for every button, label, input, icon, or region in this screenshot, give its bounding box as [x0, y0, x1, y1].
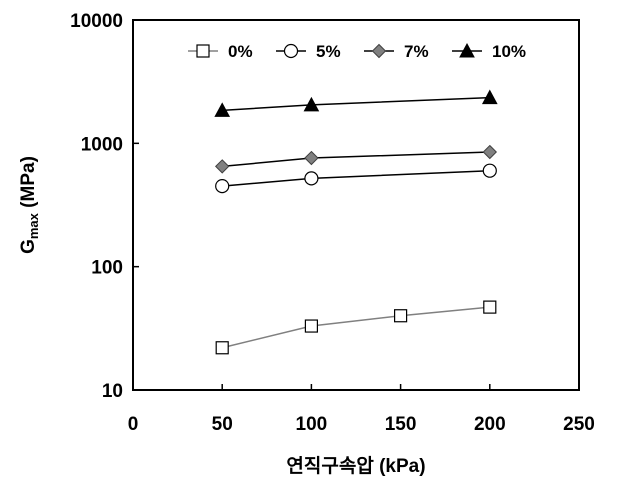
y-axis-title-sub: max	[26, 212, 41, 239]
legend-label: 5%	[316, 42, 341, 61]
x-axis-title: 연직구속압 (kPa)	[286, 455, 425, 477]
data-point	[483, 300, 497, 314]
y-tick-label: 1000	[81, 134, 123, 155]
x-tick-label: 0	[128, 414, 139, 435]
x-tick-label: 250	[563, 414, 595, 435]
x-tick-label: 100	[296, 414, 328, 435]
y-tick-label: 10	[102, 381, 123, 402]
series-line	[222, 151, 490, 168]
data-point	[481, 89, 498, 105]
data-point	[303, 96, 320, 112]
y-tick-label: 10000	[70, 11, 123, 32]
x-tick-label: 150	[385, 414, 417, 435]
data-point	[482, 144, 498, 160]
data-point	[482, 163, 497, 178]
legend-item: 10%	[452, 42, 526, 61]
x-tick-label: 200	[474, 414, 506, 435]
legend-marker	[459, 42, 475, 58]
series-0pct	[215, 300, 497, 355]
legend-label: 7%	[404, 42, 429, 61]
legend-marker	[196, 44, 210, 58]
data-point	[215, 341, 229, 355]
legend-item: 5%	[276, 42, 341, 61]
series-line	[222, 96, 490, 112]
data-point	[214, 102, 231, 117]
y-axis-title: Gmax (MPa)	[18, 156, 41, 254]
data-point	[215, 179, 230, 194]
legend-item: 0%	[188, 42, 253, 61]
series-10pct	[214, 89, 498, 117]
series-7pct	[214, 144, 498, 174]
series-line	[222, 306, 490, 349]
y-tick-label: 100	[91, 258, 123, 279]
legend-label: 10%	[492, 42, 526, 61]
plot-area-frame	[132, 19, 580, 391]
data-point	[214, 159, 230, 174]
data-point	[304, 171, 319, 186]
y-axis-title-unit: (MPa)	[18, 156, 39, 213]
legend-marker	[283, 43, 299, 59]
x-tick-label: 50	[212, 414, 233, 435]
series-5pct	[215, 163, 497, 194]
legend-item: 7%	[364, 42, 429, 61]
series-line	[222, 169, 490, 187]
data-point	[304, 319, 318, 333]
legend-marker	[371, 43, 387, 59]
legend-label: 0%	[228, 42, 253, 61]
y-axis-title-main: G	[18, 239, 39, 254]
data-point	[304, 150, 319, 166]
data-point	[394, 309, 408, 323]
